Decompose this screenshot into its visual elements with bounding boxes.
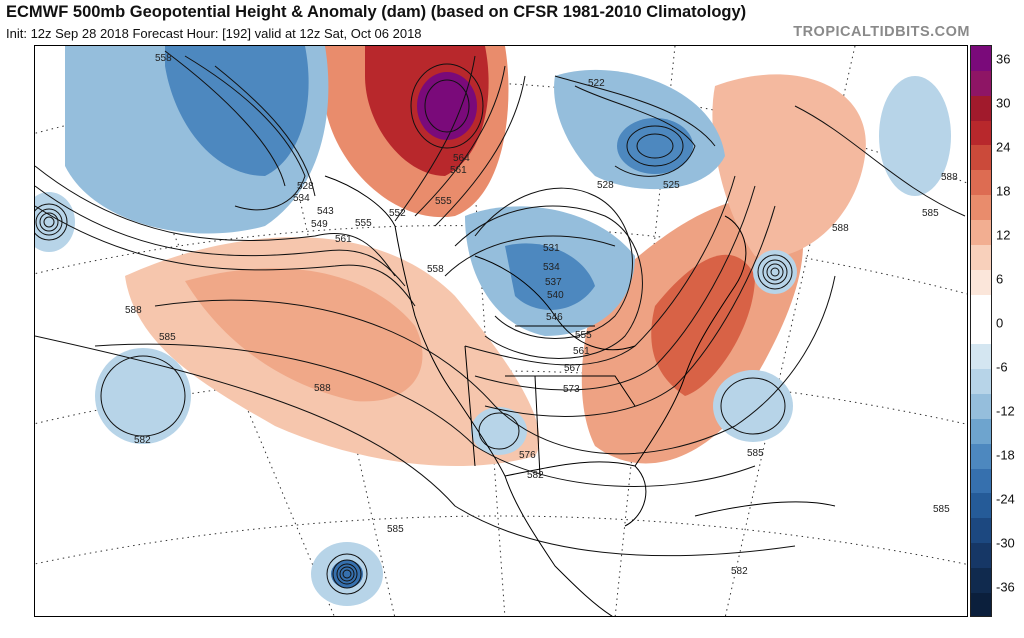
- contour-label: 576: [519, 450, 536, 461]
- negative-anomaly-subtropical-atlantic: [713, 370, 793, 442]
- brand-watermark: TROPICALTIDBITS.COM: [793, 24, 970, 40]
- contour-label: 558: [427, 264, 444, 275]
- contour-label: 531: [543, 243, 560, 254]
- contour-label: 537: [545, 277, 562, 288]
- contour-label: 543: [317, 206, 334, 217]
- contour-label: 585: [933, 504, 950, 515]
- contour-label: 561: [450, 165, 467, 176]
- contour-label: 588: [125, 305, 142, 316]
- negative-anomaly-west-core: [165, 46, 309, 176]
- colorbar-ticks: 36 30 24 18 12 6 0 -6 -12 -18 -24 -30 -36: [994, 45, 1024, 617]
- contour-label: 558: [155, 53, 172, 64]
- contour-label: 534: [293, 193, 310, 204]
- contour-label: 585: [747, 448, 764, 459]
- contour-label: 555: [435, 196, 452, 207]
- colorbar-segment: [971, 195, 991, 221]
- positive-anomaly-east-inner: [651, 254, 755, 396]
- colorbar-segment: [971, 46, 991, 71]
- contour-label: 522: [588, 78, 605, 89]
- negative-anomaly-westpac-low: [35, 192, 75, 252]
- colorbar-segment: [971, 269, 991, 295]
- contour-label: 525: [663, 180, 680, 191]
- colorbar-segment: [971, 95, 991, 121]
- colorbar-tick-label: 30: [996, 95, 1011, 111]
- contour-label: 573: [563, 384, 580, 395]
- colorbar-tick-label: -12: [996, 403, 1015, 419]
- colorbar-tick-label: 0: [996, 315, 1004, 331]
- negative-anomaly-atlantic-east: [879, 76, 951, 196]
- coastlines: [324, 175, 836, 616]
- colorbar-segment: [971, 543, 991, 569]
- colorbar-segment: [971, 592, 991, 616]
- colorbar-segment: [971, 170, 991, 196]
- colorbar-segment: [971, 418, 991, 444]
- colorbar-tick-label: -30: [996, 535, 1015, 551]
- negative-anomaly-greenland-core: [617, 118, 693, 174]
- contour-label: 585: [922, 208, 939, 219]
- colorbar-tick-label: 6: [996, 271, 1004, 287]
- contour-label: 582: [731, 566, 748, 577]
- colorbar-segment: [971, 394, 991, 419]
- contour-label: 582: [134, 435, 151, 446]
- contour-label: 585: [387, 524, 404, 535]
- contour-label: 528: [597, 180, 614, 191]
- map-panel: 558 528 534 543 549 561 555 552 564 561 555 522 528 5…: [34, 45, 968, 617]
- negative-anomaly-southwest: [471, 407, 527, 455]
- contour-label: 588: [314, 383, 331, 394]
- colorbar-segment: [971, 70, 991, 96]
- colorbar-segment: [971, 220, 991, 245]
- negative-anomaly-hawaii-core: [331, 560, 363, 588]
- contour-label: 528: [297, 181, 314, 192]
- chart-title: ECMWF 500mb Geopotential Height & Anomal…: [6, 3, 747, 21]
- colorbar-segment: [971, 518, 991, 544]
- contour-label: 555: [355, 218, 372, 229]
- colorbar-segment: [971, 145, 991, 171]
- contour-label: 555: [575, 330, 592, 341]
- contour-label: 582: [527, 470, 544, 481]
- colorbar-tick-label: -6: [996, 359, 1008, 375]
- colorbar-segment: [971, 120, 991, 146]
- colorbar-segment: [971, 244, 991, 270]
- contour-label: 534: [543, 262, 560, 273]
- positive-anomaly-max: [417, 72, 477, 140]
- colorbar-segment: [971, 344, 991, 370]
- colorbar: [970, 45, 992, 617]
- colorbar-tick-label: 36: [996, 51, 1011, 67]
- colorbar-tick-label: 18: [996, 183, 1011, 199]
- colorbar-tick-label: -24: [996, 491, 1015, 507]
- contour-label: 567: [564, 363, 581, 374]
- colorbar-segment: [971, 568, 991, 593]
- contour-label: 546: [546, 312, 563, 323]
- colorbar-tick-label: -18: [996, 447, 1015, 463]
- contour-label: 564: [453, 153, 470, 164]
- contour-label: 552: [389, 208, 406, 219]
- contour-label: 561: [335, 234, 352, 245]
- contour-label: 549: [311, 219, 328, 230]
- anomaly-shading: [35, 46, 951, 606]
- colorbar-segment: [971, 493, 991, 519]
- colorbar-tick-label: -36: [996, 579, 1015, 595]
- positive-anomaly-north-atlantic: [712, 74, 866, 258]
- contour-label: 540: [547, 290, 564, 301]
- colorbar-segment: [971, 443, 991, 469]
- colorbar-tick-label: 24: [996, 139, 1011, 155]
- colorbar-tick-label: 12: [996, 227, 1011, 243]
- colorbar-segment: [971, 319, 991, 345]
- negative-anomaly-subtropical-pacific: [95, 348, 191, 444]
- positive-anomaly-pacific-inner: [185, 268, 423, 402]
- contour-label: 585: [159, 332, 176, 343]
- negative-anomaly-atlantic-low: [753, 250, 797, 294]
- chart-subtitle: Init: 12z Sep 28 2018 Forecast Hour: [19…: [6, 26, 422, 41]
- contour-label: 561: [573, 346, 590, 357]
- negative-anomaly-canada-core: [505, 243, 595, 310]
- colorbar-segment: [971, 294, 991, 320]
- contour-label: 588: [941, 172, 958, 183]
- contour-label: 588: [832, 223, 849, 234]
- colorbar-segment: [971, 468, 991, 494]
- height-contours: [35, 50, 966, 595]
- colorbar-segment: [971, 369, 991, 395]
